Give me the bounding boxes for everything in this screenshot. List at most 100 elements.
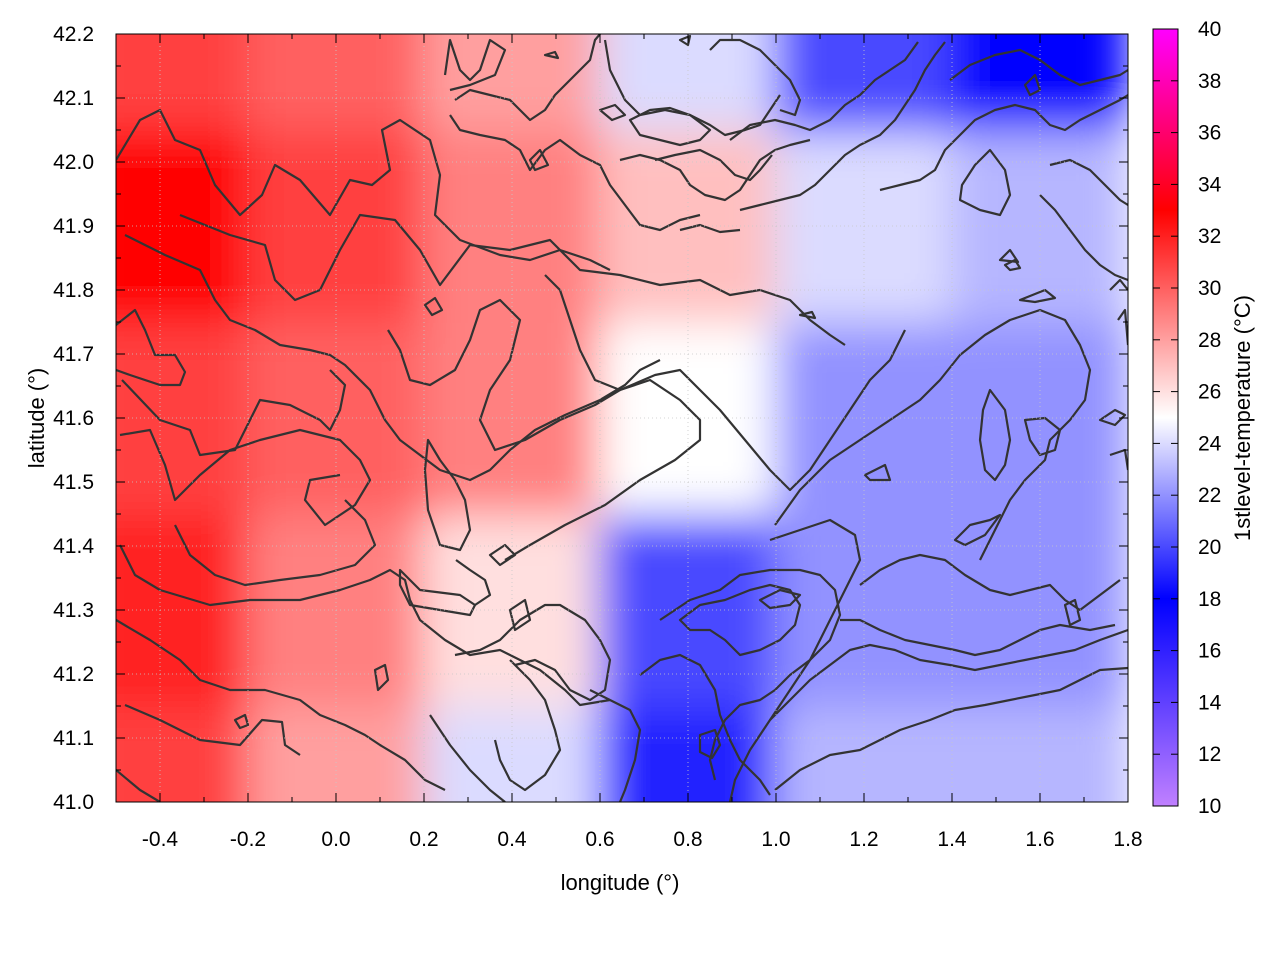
colorbar-ticks xyxy=(1153,28,1178,807)
contour-line xyxy=(1117,308,1128,346)
contour-line xyxy=(949,48,1128,87)
contour-line xyxy=(455,559,492,606)
contour-line xyxy=(454,34,601,122)
contour-line xyxy=(544,274,906,492)
colorbar-tick-label: 38 xyxy=(1198,70,1221,93)
field-cell xyxy=(951,34,1128,131)
contour-line xyxy=(116,108,611,271)
contour-line xyxy=(119,428,372,527)
contour-line xyxy=(423,438,472,552)
contour-line xyxy=(233,713,250,730)
y-tick-label: 41.4 xyxy=(53,535,94,558)
contour-line xyxy=(1039,194,1128,282)
axis-ticks xyxy=(116,33,1129,803)
contour-line xyxy=(589,689,642,802)
contour-line xyxy=(449,114,701,232)
contour-line xyxy=(709,38,802,117)
contour-line xyxy=(1049,158,1128,206)
field-cell xyxy=(116,321,249,515)
colorbar-tick-label: 18 xyxy=(1198,588,1221,611)
contour-line xyxy=(423,296,444,317)
y-tick-label: 41.7 xyxy=(53,343,94,366)
contour-line xyxy=(739,41,946,212)
contour-line xyxy=(1109,278,1128,291)
contour-line xyxy=(1018,288,1057,304)
contour-line xyxy=(1098,408,1127,427)
y-tick-label: 42.2 xyxy=(53,23,94,46)
colorbar-tick-labels: 10 12 14 16 18 20 22 24 26 28 30 32 34 36 38 40 xyxy=(1198,18,1222,818)
contour-line xyxy=(116,769,161,802)
colorbar-tick-label: 40 xyxy=(1198,18,1221,41)
x-tick-label: 1.0 xyxy=(761,828,790,851)
contour-line xyxy=(488,543,517,567)
contour-line xyxy=(958,148,1012,217)
field-cell xyxy=(775,34,953,131)
contour-line xyxy=(121,369,347,457)
contour-line xyxy=(174,499,377,587)
field-cell xyxy=(116,705,249,802)
colorbar-tick-label: 30 xyxy=(1198,277,1221,300)
contour-line xyxy=(798,310,817,320)
contour-line xyxy=(124,703,301,756)
colorbar-label: 1stlevel-temperature (°C) xyxy=(1230,295,1255,541)
y-tick-label: 42.1 xyxy=(53,87,94,110)
y-axis-label: latitude (°) xyxy=(24,368,49,469)
colorbar-tick-label: 24 xyxy=(1198,432,1222,455)
x-tick-label: 0.4 xyxy=(497,828,527,851)
x-axis-label: longitude (°) xyxy=(561,870,680,895)
colorbar-tick-label: 12 xyxy=(1198,743,1221,766)
contour-line xyxy=(679,223,741,234)
y-tick-label: 41.1 xyxy=(53,727,94,750)
contour-line xyxy=(659,568,842,781)
colorbar-tick-label: 28 xyxy=(1198,329,1221,352)
x-tick-label: 0.8 xyxy=(673,828,702,851)
contour-line xyxy=(678,583,802,657)
colorbar-tick-label: 16 xyxy=(1198,640,1221,663)
contour-line xyxy=(116,308,187,387)
field-cell xyxy=(423,34,601,131)
field-cell xyxy=(116,34,249,131)
x-tick-labels: -0.4 -0.2 0.0 0.2 0.4 0.6 0.8 1.0 1.2 1.4 1.6 1.8 xyxy=(142,828,1143,851)
colorbar-tick-label: 14 xyxy=(1198,691,1222,714)
plot-area: -0.4 -0.2 0.0 0.2 0.4 0.6 0.8 1.0 1.2 1.4 1.6 1.8 4… xyxy=(24,23,1143,895)
contour-line xyxy=(493,659,562,792)
colorbar-tick-label: 20 xyxy=(1198,536,1221,559)
contour-line xyxy=(769,628,1128,721)
contour-line xyxy=(654,148,773,182)
contour-line xyxy=(528,148,550,172)
x-tick-label: 1.2 xyxy=(849,828,878,851)
contour-line xyxy=(443,38,507,92)
contour-line xyxy=(774,666,1128,791)
y-tick-label: 41.2 xyxy=(53,663,94,686)
contour-lines xyxy=(116,34,1128,802)
contour-line xyxy=(774,308,1092,561)
field-cell xyxy=(599,34,777,131)
contour-line xyxy=(698,728,722,760)
contour-line xyxy=(729,41,919,141)
contour-line xyxy=(598,103,627,122)
field-cell xyxy=(116,513,249,707)
contour-line xyxy=(429,714,506,802)
contour-line xyxy=(863,463,892,482)
field-cell xyxy=(951,705,1128,802)
y-tick-label: 42.0 xyxy=(53,151,94,174)
colorbar-tick-label: 36 xyxy=(1198,122,1221,145)
contour-line xyxy=(543,50,560,60)
contour-line xyxy=(998,248,1020,264)
contour-line xyxy=(840,618,1116,657)
contour-line xyxy=(454,603,612,702)
colorbar-tick-label: 34 xyxy=(1198,173,1222,196)
y-tick-label: 41.8 xyxy=(53,279,94,302)
contour-line xyxy=(678,34,692,47)
y-tick-label: 41.3 xyxy=(53,599,94,622)
colorbar-scale xyxy=(1152,28,1179,807)
colorbar-tick-label: 10 xyxy=(1198,795,1221,818)
contour-line xyxy=(1063,598,1082,627)
field-cell xyxy=(116,129,249,323)
colorbar: 10 12 14 16 18 20 22 24 26 28 30 32 34 36 38 40 1stleve… xyxy=(1152,18,1255,818)
contour-line xyxy=(387,298,702,561)
contour-line xyxy=(628,106,712,147)
contour-line xyxy=(398,568,477,617)
field-cell xyxy=(247,34,425,131)
